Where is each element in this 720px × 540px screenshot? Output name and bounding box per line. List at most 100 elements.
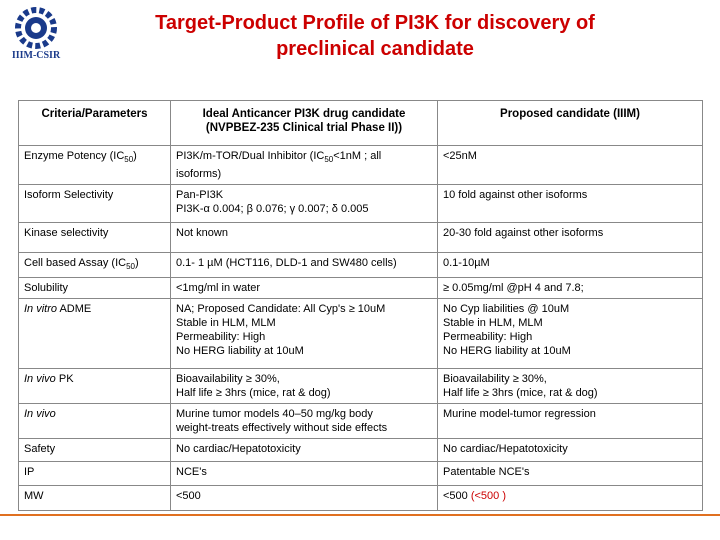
table-row: Isoform Selectivity Pan-PI3K PI3K-α 0.004;… <box>18 184 703 223</box>
cell-line: <500 (<500 ) <box>443 489 697 503</box>
cell-text: Cell based Assay (IC <box>24 257 127 269</box>
table-cell: <500 (<500 ) <box>437 485 703 511</box>
table-cell: Not known <box>170 222 438 253</box>
cell-line: Permeability: High <box>176 330 432 344</box>
cell-text: ) <box>133 150 137 162</box>
table-cell: Bioavailability ≥ 30%, Half life ≥ 3hrs (… <box>170 368 438 404</box>
table-cell: 10 fold against other isoforms <box>437 184 703 223</box>
title-line: Target-Product Profile of PI3K for disco… <box>155 12 595 34</box>
cell-line: NCE's <box>176 465 432 479</box>
cell-text: No Cyp liabilities @ 10uM <box>443 303 570 315</box>
table-cell: Murine model-tumor regression <box>437 403 703 439</box>
cell-text: Proposed candidate (IIIM) <box>500 108 640 120</box>
cell-text: NA; Proposed Candidate: All Cyp's ≥ 10uM <box>176 303 386 315</box>
table-cell: Ideal Anticancer PI3K drug candidate (NVP… <box>170 100 438 146</box>
cell-text: <1mg/ml in water <box>176 282 261 294</box>
cell-text: <500 <box>443 490 471 502</box>
cell-line: Kinase selectivity <box>24 226 165 240</box>
cell-text: Criteria/Parameters <box>41 108 148 120</box>
table-cell: NCE's <box>170 461 438 486</box>
cell-text: 0.1- 1 µM (HCT116, DLD-1 and SW480 cells… <box>176 257 397 269</box>
cell-line: isoforms) <box>176 167 432 181</box>
table-cell: In vitro ADME <box>18 298 171 369</box>
cell-line: 20-30 fold against other isoforms <box>443 226 697 240</box>
cell-text: 10 fold against other isoforms <box>443 189 588 201</box>
title-line: preclinical candidate <box>276 38 474 60</box>
cell-text: isoforms) <box>176 168 222 180</box>
cell-line: In vivo <box>24 407 165 421</box>
cell-line: (NVPBEZ-235 Clinical trial Phase II)) <box>176 121 432 135</box>
cell-text: Isoform Selectivity <box>24 189 114 201</box>
cell-line: No Cyp liabilities @ 10uM <box>443 302 697 316</box>
table-cell: Enzyme Potency (IC50) <box>18 145 171 185</box>
table-row: In vivo PK Bioavailability ≥ 30%, Half lif… <box>18 368 703 404</box>
table-cell: PI3K/m-TOR/Dual Inhibitor (IC50<1nM ; al… <box>170 145 438 185</box>
table-cell: IP <box>18 461 171 486</box>
cell-line: Stable in HLM, MLM <box>176 316 432 330</box>
cell-line: NA; Proposed Candidate: All Cyp's ≥ 10uM <box>176 302 432 316</box>
cell-text: (NVPBEZ-235 Clinical trial Phase II)) <box>205 122 403 134</box>
cell-text: Murine tumor models 40–50 mg/kg body <box>176 408 373 420</box>
table-cell: <500 <box>170 485 438 511</box>
cell-line: Safety <box>24 442 165 456</box>
cell-text: No cardiac/Hepatotoxicity <box>443 443 568 455</box>
cell-text: In vitro <box>24 303 58 315</box>
cell-text: ADME <box>57 303 92 315</box>
cell-text: <1nM ; all <box>333 150 382 162</box>
cell-text: Enzyme Potency (IC <box>24 150 125 162</box>
cell-text: 50 <box>324 155 334 164</box>
cell-line: Criteria/Parameters <box>24 107 165 121</box>
cell-text: Stable in HLM, MLM <box>176 317 276 329</box>
cell-text: In vivo <box>24 408 56 420</box>
table-row: IP NCE's Patentable NCE's <box>18 461 703 486</box>
cell-line: <25nM <box>443 149 697 163</box>
cell-line: 0.1-10µM <box>443 256 697 270</box>
cell-text: In vivo <box>24 373 56 385</box>
cell-text: NCE's <box>176 466 207 478</box>
cell-text: Bioavailability ≥ 30%, <box>443 373 547 385</box>
cell-line: No cardiac/Hepatotoxicity <box>176 442 432 456</box>
cell-text: Permeability: High <box>176 331 266 343</box>
cell-line: Ideal Anticancer PI3K drug candidate <box>176 107 432 121</box>
table-cell: 0.1- 1 µM (HCT116, DLD-1 and SW480 cells… <box>170 252 438 278</box>
cell-line: Permeability: High <box>443 330 697 344</box>
logo-icon <box>15 7 57 49</box>
cell-text: 20-30 fold against other isoforms <box>443 227 604 239</box>
table-cell: In vivo PK <box>18 368 171 404</box>
table-cell: <25nM <box>437 145 703 185</box>
cell-text: Not known <box>176 227 228 239</box>
cell-text: Stable in HLM, MLM <box>443 317 543 329</box>
cell-line: No HERG liability at 10uM <box>443 344 697 358</box>
table-cell: In vivo <box>18 403 171 439</box>
cell-text: PK <box>55 373 74 385</box>
cell-text: <500 <box>176 490 201 502</box>
cell-text: weight-treats effectively without side e… <box>176 422 388 434</box>
table-cell: Criteria/Parameters <box>18 100 171 146</box>
table-cell: ≥ 0.05mg/ml @pH 4 and 7.8; <box>437 277 703 299</box>
table-cell: Kinase selectivity <box>18 222 171 253</box>
cell-line: MW <box>24 489 165 503</box>
cell-line: 0.1- 1 µM (HCT116, DLD-1 and SW480 cells… <box>176 256 432 270</box>
cell-line: Half life ≥ 3hrs (mice, rat & dog) <box>443 386 697 400</box>
cell-text: No HERG liability at 10uM <box>176 345 304 357</box>
table-cell: Patentable NCE's <box>437 461 703 486</box>
cell-line: IP <box>24 465 165 479</box>
cell-line: Stable in HLM, MLM <box>443 316 697 330</box>
cell-text: No HERG liability at 10uM <box>443 345 571 357</box>
table-cell: Bioavailability ≥ 30%, Half life ≥ 3hrs (… <box>437 368 703 404</box>
logo-text: IIIM-CSIR <box>11 50 61 61</box>
table-cell: 20-30 fold against other isoforms <box>437 222 703 253</box>
table-row: Cell based Assay (IC50) 0.1- 1 µM (HCT116… <box>18 252 703 278</box>
table-cell: Cell based Assay (IC50) <box>18 252 171 278</box>
table-cell: Solubility <box>18 277 171 299</box>
cell-line: Patentable NCE's <box>443 465 697 479</box>
table-row: Solubility <1mg/ml in water ≥ 0.05mg/ml @p… <box>18 277 703 299</box>
table-cell: No cardiac/Hepatotoxicity <box>170 438 438 462</box>
cell-text: PI3K/m-TOR/Dual Inhibitor (IC <box>176 150 325 162</box>
table-cell: Safety <box>18 438 171 462</box>
cell-text: 50 <box>126 262 136 271</box>
cell-line: In vitro ADME <box>24 302 165 316</box>
cell-text: 50 <box>124 155 134 164</box>
cell-line: Murine tumor models 40–50 mg/kg body <box>176 407 432 421</box>
